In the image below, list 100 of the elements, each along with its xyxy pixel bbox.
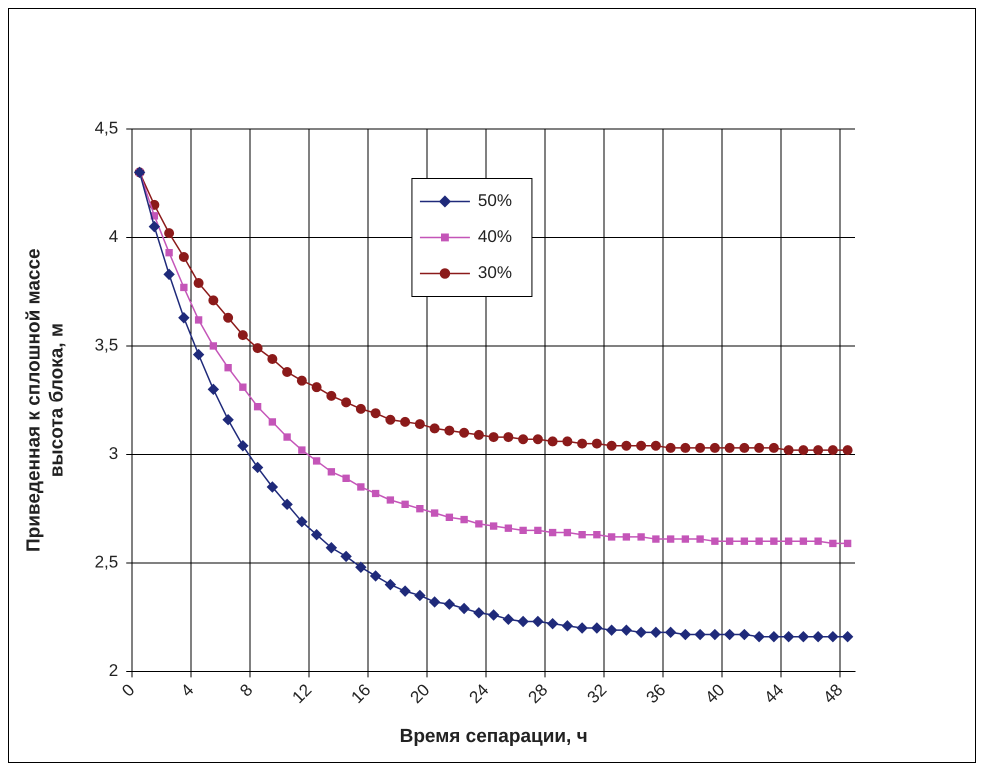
point	[488, 609, 500, 620]
point	[252, 343, 263, 354]
point	[710, 442, 720, 453]
point	[620, 624, 632, 636]
point	[637, 533, 645, 541]
point	[355, 562, 366, 573]
point	[532, 434, 543, 444]
point	[401, 500, 409, 508]
point	[210, 342, 218, 350]
point	[194, 316, 202, 324]
point	[311, 529, 322, 540]
y-tick-label: 2,5	[94, 552, 118, 572]
x-tick-label: 28	[524, 680, 552, 708]
point	[222, 414, 234, 426]
x-tick-label: 40	[702, 680, 728, 708]
point	[606, 440, 617, 451]
y-tick-label: 4	[108, 227, 118, 246]
x-tick-label: 12	[288, 680, 316, 708]
point	[283, 433, 291, 441]
point	[298, 446, 306, 454]
point	[342, 474, 350, 482]
point	[798, 631, 809, 642]
point	[783, 631, 794, 642]
y-tick-label: 3	[108, 444, 118, 464]
point	[827, 631, 838, 642]
point	[193, 349, 204, 360]
point	[460, 516, 468, 524]
point	[356, 404, 366, 414]
point	[724, 629, 736, 640]
legend-label: 50%	[478, 191, 512, 210]
point	[178, 312, 190, 324]
point	[680, 442, 690, 453]
point	[564, 528, 572, 536]
point	[370, 408, 381, 418]
point	[430, 509, 438, 517]
x-tick-label: 16	[348, 680, 374, 708]
point	[709, 629, 720, 640]
point	[326, 390, 336, 401]
point	[503, 432, 514, 442]
x-tick-label: 24	[466, 680, 492, 708]
point	[518, 434, 528, 444]
point	[237, 440, 248, 452]
point	[694, 629, 706, 640]
point	[430, 423, 440, 434]
point	[562, 620, 573, 632]
point	[680, 629, 691, 640]
point	[386, 496, 394, 504]
point	[239, 384, 247, 391]
point	[444, 598, 455, 610]
point	[591, 622, 602, 634]
point	[842, 445, 853, 456]
point	[385, 414, 396, 425]
point	[282, 498, 293, 510]
point	[770, 538, 778, 545]
point	[328, 468, 336, 476]
point	[312, 382, 322, 392]
point	[400, 416, 410, 427]
point	[829, 540, 837, 548]
point	[519, 526, 527, 534]
point	[224, 364, 232, 372]
point	[384, 579, 396, 590]
y-axis-title: Приведенная к сплошной массе высота блока, м	[24, 248, 68, 552]
point	[695, 442, 706, 453]
point	[608, 533, 616, 541]
point	[414, 590, 426, 601]
point	[650, 626, 662, 638]
point	[814, 538, 822, 545]
point	[164, 228, 174, 238]
point	[665, 626, 676, 638]
point	[842, 631, 854, 642]
point	[622, 533, 630, 541]
point	[812, 631, 824, 642]
point	[548, 528, 556, 536]
y-tick-label: 2	[108, 661, 118, 680]
point	[223, 312, 234, 323]
y-tick-label: 4,5	[94, 118, 118, 138]
x-tick-label: 8	[236, 680, 256, 700]
point	[726, 538, 734, 545]
point	[711, 538, 719, 545]
point	[148, 221, 160, 232]
point	[414, 419, 425, 430]
point	[208, 384, 219, 395]
point	[636, 626, 647, 638]
point	[754, 442, 764, 453]
point	[666, 535, 674, 543]
point	[266, 481, 278, 492]
point	[666, 442, 676, 453]
y-tick-label: 3,5	[94, 336, 118, 355]
point	[724, 442, 735, 453]
point	[682, 535, 690, 543]
point	[504, 524, 512, 532]
point	[296, 516, 308, 528]
point	[518, 616, 529, 628]
point	[164, 268, 175, 280]
point	[696, 535, 704, 543]
point	[606, 624, 618, 636]
point	[532, 616, 544, 628]
point	[798, 445, 808, 456]
point	[621, 440, 632, 451]
point	[813, 445, 824, 456]
